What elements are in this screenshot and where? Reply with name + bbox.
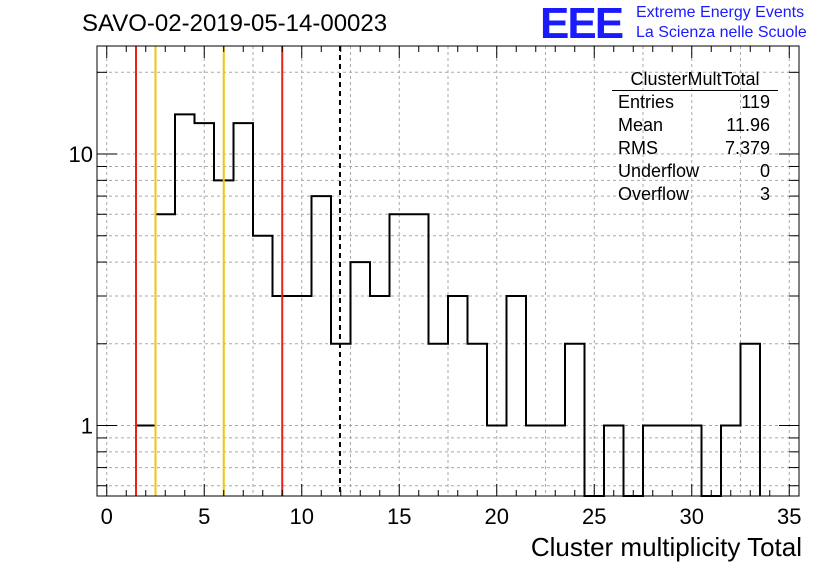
stats-row-rms: RMS 7.379 (612, 137, 778, 160)
stats-label: Entries (618, 92, 675, 112)
histogram-bin (468, 344, 488, 496)
histogram-bin (604, 426, 624, 496)
plot-frame (96, 45, 800, 497)
stats-box: ClusterMultTotal Entries 119 Mean 11.96 … (612, 68, 778, 206)
histogram-bin (643, 426, 663, 496)
histogram-bin (312, 196, 332, 496)
logo-line-2: La Scienza nelle Scuole (636, 24, 807, 41)
chart-title: SAVO-02-2019-05-14-00023 (82, 10, 388, 37)
stats-value: 11.96 (726, 115, 770, 135)
histogram-bin (156, 214, 176, 496)
x-tick-label: 35 (777, 504, 801, 529)
stats-label: Overflow (618, 184, 690, 204)
histogram-bin (663, 426, 683, 496)
stats-row-overflow: Overflow 3 (612, 183, 778, 206)
logo-line-1: Extreme Energy Events (636, 4, 805, 21)
histogram-bin (390, 214, 410, 496)
histogram-bin (546, 426, 566, 496)
stats-value: 3 (759, 184, 770, 204)
y-tick-label: 10 (69, 142, 93, 167)
stats-label: RMS (618, 138, 658, 158)
histogram-bin (351, 262, 371, 496)
histogram-bin (409, 214, 429, 496)
histogram-bin (370, 296, 390, 496)
stats-value: 119 (741, 92, 770, 112)
x-tick-label: 15 (387, 504, 411, 529)
stats-label: Mean (618, 115, 664, 135)
logo-mark: EEE (540, 0, 624, 48)
histogram-bin (565, 344, 585, 496)
histogram-bin (195, 123, 215, 496)
x-tick-label: 0 (101, 504, 113, 529)
histogram-bin (429, 344, 449, 496)
stats-title: ClusterMultTotal (612, 68, 778, 91)
x-tick-label: 25 (582, 504, 606, 529)
histogram-bin (234, 123, 254, 496)
stats-value: 0 (759, 161, 770, 181)
histogram-bin (721, 426, 741, 496)
x-tick-label: 10 (290, 504, 314, 529)
histogram-bin (448, 296, 468, 496)
histogram-bin (507, 296, 527, 496)
x-tick-label: 30 (680, 504, 704, 529)
stats-row-underflow: Underflow 0 (612, 160, 778, 183)
histogram-bin (253, 236, 273, 496)
x-axis-label: Cluster multiplicity Total (530, 532, 802, 562)
stats-row-entries: Entries 119 (612, 91, 778, 114)
x-tick-label: 20 (485, 504, 509, 529)
histogram-outline (135, 113, 761, 497)
stats-row-mean: Mean 11.96 (612, 114, 778, 137)
stats-label: Underflow (618, 161, 700, 181)
y-tick-label: 1 (81, 414, 93, 439)
histogram-bin (175, 114, 195, 496)
histogram-bin (292, 296, 312, 496)
histogram-bin (741, 344, 761, 496)
histogram-bin (136, 426, 156, 496)
histogram-bin (526, 426, 546, 496)
stats-value: 7.379 (724, 138, 770, 158)
x-tick-label: 5 (198, 504, 210, 529)
